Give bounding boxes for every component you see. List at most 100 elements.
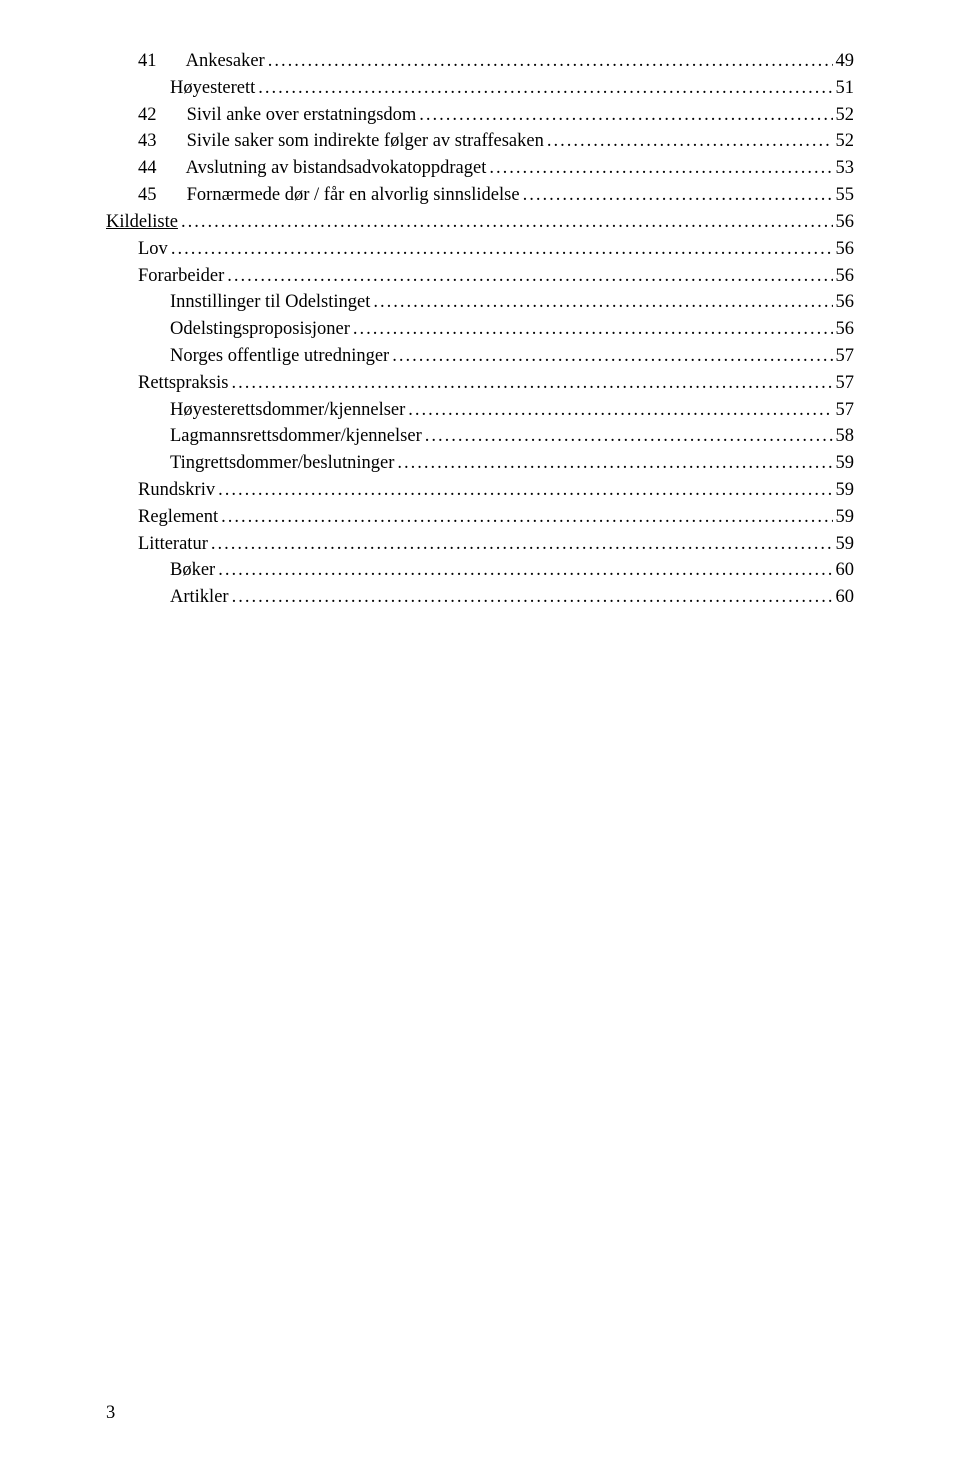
toc-entry-label: Artikler [170,584,229,611]
toc-entry-title: Lagmannsrettsdommer/kjennelser [170,426,422,446]
toc-entry-page: 59 [836,477,855,504]
toc-entry-title: Tingrettsdommer/beslutninger [170,453,394,473]
page-number: 3 [106,1403,115,1424]
toc-leader-dots [227,263,832,290]
toc-entry-title: Fornærmede dør / får en alvorlig sinnsli… [187,185,520,205]
toc-entry-label: Rundskriv [138,477,215,504]
toc-entry-label: Rettspraksis [138,370,228,397]
toc-entry-title: Høyesterettsdommer/kjennelser [170,400,405,420]
toc-leader-dots [523,182,833,209]
toc-leader-dots [373,289,832,316]
toc-entry-title: Lov [138,239,168,259]
toc-entry-label: Tingrettsdommer/beslutninger [170,450,394,477]
toc-leader-dots [489,155,832,182]
toc-entry: 42 Sivil anke over erstatningsdom 52 [106,102,854,129]
toc-entry-page: 52 [836,128,855,155]
toc-entry: Lagmannsrettsdommer/kjennelser 58 [106,423,854,450]
toc-entry: Norges offentlige utredninger57 [106,343,854,370]
toc-entry-page: 56 [836,209,855,236]
toc-entry: Bøker 60 [106,557,854,584]
toc-entry-label: 45 Fornærmede dør / får en alvorlig sinn… [138,182,520,209]
toc-entry-page: 58 [836,423,855,450]
toc-entry: Litteratur 59 [106,531,854,558]
toc-leader-dots [211,531,833,558]
toc-entry-page: 60 [836,557,855,584]
toc-entry-label: 43 Sivile saker som indirekte følger av … [138,128,544,155]
toc-entry-title: Rettspraksis [138,373,228,393]
toc-entry: Odelstingsproposisjoner 56 [106,316,854,343]
toc-entry-title: Reglement [138,507,218,527]
toc-entry-page: 56 [836,263,855,290]
toc-entry-label: Høyesterett [170,75,255,102]
toc-entry-number: 42 [138,102,182,129]
toc-leader-dots [181,209,833,236]
toc-entry-page: 57 [836,343,855,370]
toc-entry-title: Kildeliste [106,212,178,232]
toc-entry: Lov 56 [106,236,854,263]
toc-entry: Rettspraksis 57 [106,370,854,397]
toc-leader-dots [353,316,833,343]
toc-leader-dots [392,343,832,370]
toc-entry: Høyesterettsdommer/kjennelser 57 [106,397,854,424]
toc-entry: 43 Sivile saker som indirekte følger av … [106,128,854,155]
toc-entry-title: Ankesaker [186,51,265,71]
toc-entry-label: Forarbeider [138,263,224,290]
toc-entry-label: 41 Ankesaker [138,48,265,75]
toc-entry-page: 59 [836,504,855,531]
toc-entry-page: 51 [836,75,855,102]
toc-entry-page: 57 [836,370,855,397]
toc-entry-page: 59 [836,450,855,477]
toc-entry: Forarbeider 56 [106,263,854,290]
toc-leader-dots [218,557,832,584]
toc-entry-page: 55 [836,182,855,209]
toc-entry-page: 56 [836,236,855,263]
toc-entry-title: Rundskriv [138,480,215,500]
toc-leader-dots [171,236,833,263]
toc-entry: Tingrettsdommer/beslutninger 59 [106,450,854,477]
toc-entry-title: Avslutning av bistandsadvokatoppdraget [186,158,487,178]
toc-entry: 41 Ankesaker 49 [106,48,854,75]
toc-entry-page: 60 [836,584,855,611]
toc-entry-page: 59 [836,531,855,558]
toc-leader-dots [218,477,832,504]
toc-entry-page: 57 [836,397,855,424]
toc-entry-label: Kildeliste [106,209,178,236]
toc-entry-page: 49 [836,48,855,75]
toc-entry-page: 52 [836,102,855,129]
toc-entry-title: Sivil anke over erstatningsdom [187,105,417,125]
toc-entry-number: 41 [138,48,182,75]
toc-entry-title: Bøker [170,560,215,580]
toc-entry-label: Lagmannsrettsdommer/kjennelser [170,423,422,450]
toc-leader-dots [221,504,832,531]
toc-entry: Reglement 59 [106,504,854,531]
toc-entry: Rundskriv 59 [106,477,854,504]
toc-entry-title: Odelstingsproposisjoner [170,319,350,339]
toc-entry-label: Lov [138,236,168,263]
toc-entry: Innstillinger til Odelstinget 56 [106,289,854,316]
toc-entry-label: Høyesterettsdommer/kjennelser [170,397,405,424]
toc-entry-page: 56 [836,289,855,316]
toc-leader-dots [232,584,833,611]
toc-entry-title: Sivile saker som indirekte følger av str… [187,131,544,151]
toc-entry-label: 42 Sivil anke over erstatningsdom [138,102,416,129]
toc-entry-label: Innstillinger til Odelstinget [170,289,370,316]
toc-entry-label: Odelstingsproposisjoner [170,316,350,343]
toc-entry-label: Litteratur [138,531,208,558]
toc-leader-dots [397,450,832,477]
toc-entry-label: Reglement [138,504,218,531]
toc-entry-page: 56 [836,316,855,343]
toc-entry: Høyesterett 51 [106,75,854,102]
table-of-contents: 41 Ankesaker49Høyesterett5142 Sivil anke… [106,48,854,611]
toc-entry-title: Litteratur [138,534,208,554]
toc-entry-page: 53 [836,155,855,182]
toc-entry-label: Bøker [170,557,215,584]
toc-entry-title: Høyesterett [170,78,255,98]
toc-leader-dots [408,397,832,424]
toc-leader-dots [547,128,833,155]
toc-entry-label: 44 Avslutning av bistandsadvokatoppdrage… [138,155,486,182]
toc-entry-number: 43 [138,128,182,155]
toc-leader-dots [419,102,832,129]
toc-leader-dots [231,370,832,397]
toc-entry: Kildeliste 56 [106,209,854,236]
toc-entry-title: Forarbeider [138,266,224,286]
